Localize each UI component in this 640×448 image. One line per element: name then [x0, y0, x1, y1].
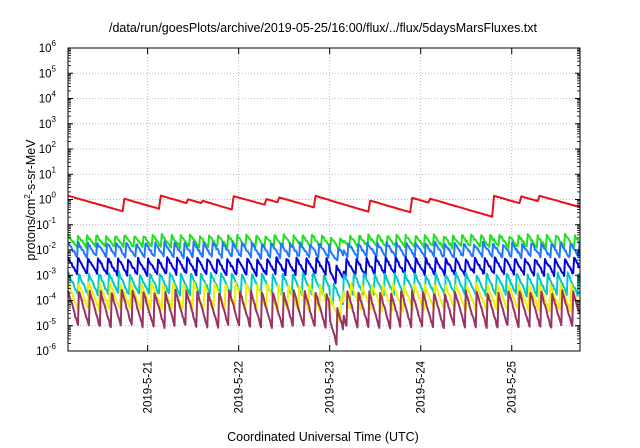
x-tick-label: 2019-5-24: [416, 360, 428, 413]
y-tick-label: 101: [39, 165, 57, 181]
series-line-7: [67, 288, 581, 346]
y-tick-label: 10-6: [36, 342, 56, 358]
gridlines: [68, 48, 580, 351]
series-lines: [67, 194, 581, 346]
series-line-3: [67, 240, 581, 262]
y-tick-label: 103: [39, 115, 57, 131]
x-tick-label: 2019-5-21: [143, 361, 155, 413]
y-axis-ticks: 10-6 10-5 10-4 10-3 10-2 10-1 100 101 102 103 104 1…: [36, 39, 580, 358]
series-line-6: [67, 280, 581, 324]
y-tick-label: 10-5: [36, 317, 56, 333]
x-tick-label: 2019-5-22: [234, 361, 246, 413]
x-axis-label: Coordinated Universal Time (UTC): [227, 430, 419, 444]
y-tick-label: 10-2: [36, 241, 56, 257]
series-line-1: [67, 194, 580, 218]
y-tick-label: 106: [39, 39, 57, 55]
y-tick-label: 100: [39, 191, 57, 207]
x-tick-label: 2019-5-25: [507, 361, 519, 413]
y-tick-label: 104: [39, 90, 57, 106]
y-tick-label: 10-4: [36, 292, 56, 308]
series-line-2: [67, 232, 580, 251]
series-line-4: [67, 255, 581, 285]
y-tick-label: 10-3: [36, 266, 56, 282]
y-axis-label: protons/cm2-s-sr-MeV: [23, 139, 38, 261]
chart-title: /data/run/goesPlots/archive/2019-05-25/1…: [109, 21, 538, 35]
y-tick-label: 10-1: [36, 216, 56, 232]
series-line-5: [67, 270, 581, 307]
y-tick-label: 102: [39, 140, 57, 156]
y-tick-label: 105: [39, 64, 57, 80]
x-axis-ticks: 2019-5-21 2019-5-22 2019-5-23 2019-5-24 2019…: [143, 48, 519, 413]
x-tick-label: 2019-5-23: [325, 361, 337, 413]
